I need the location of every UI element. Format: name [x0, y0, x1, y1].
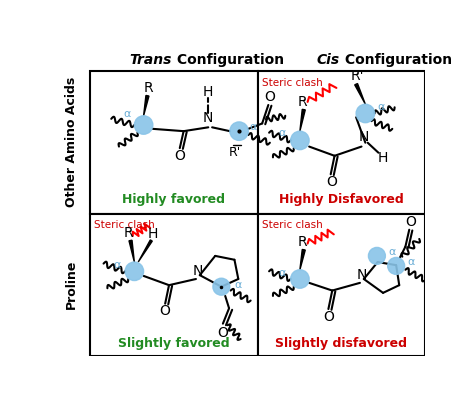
Polygon shape — [300, 109, 305, 131]
Text: Steric clash: Steric clash — [262, 78, 323, 88]
Text: H: H — [378, 151, 388, 165]
Text: Configuration: Configuration — [340, 52, 452, 66]
Circle shape — [388, 258, 405, 274]
Polygon shape — [138, 240, 152, 262]
Circle shape — [291, 131, 309, 150]
Circle shape — [356, 104, 374, 123]
Text: α: α — [377, 102, 384, 112]
Text: N: N — [357, 268, 367, 282]
Text: Proline: Proline — [65, 260, 78, 310]
Text: α: α — [279, 268, 286, 278]
Text: O: O — [405, 215, 416, 229]
Text: Slightly disfavored: Slightly disfavored — [275, 337, 408, 350]
Polygon shape — [300, 250, 305, 270]
Circle shape — [125, 262, 144, 280]
Circle shape — [291, 270, 309, 288]
Text: H: H — [147, 227, 158, 241]
Circle shape — [230, 122, 248, 140]
Text: N: N — [359, 130, 369, 144]
Text: R': R' — [351, 69, 365, 83]
Text: N: N — [193, 264, 203, 278]
Text: O: O — [218, 326, 228, 340]
Bar — [90, 214, 257, 356]
Text: O: O — [326, 175, 337, 189]
Text: R: R — [297, 235, 307, 249]
Text: α: α — [123, 109, 130, 119]
Text: Trans: Trans — [130, 52, 172, 66]
Text: R: R — [297, 95, 307, 109]
Text: Configuration: Configuration — [172, 52, 284, 66]
Text: α: α — [408, 257, 415, 267]
Text: Cis: Cis — [317, 52, 340, 66]
Circle shape — [213, 278, 230, 295]
Bar — [90, 71, 257, 214]
Text: R: R — [123, 226, 133, 240]
Circle shape — [134, 116, 153, 134]
Circle shape — [368, 248, 385, 264]
Bar — [257, 214, 425, 356]
Text: O: O — [264, 90, 275, 104]
Text: Highly Disfavored: Highly Disfavored — [279, 193, 404, 206]
Text: Other Amino Acids: Other Amino Acids — [65, 77, 78, 208]
Text: α: α — [249, 122, 256, 132]
Text: O: O — [174, 149, 185, 163]
Text: Highly favored: Highly favored — [122, 193, 225, 206]
Text: α: α — [389, 247, 396, 257]
Text: α: α — [235, 280, 242, 290]
Text: O: O — [323, 310, 334, 324]
Text: H: H — [203, 85, 213, 99]
Polygon shape — [144, 96, 149, 116]
Text: R̄': R̄' — [229, 146, 241, 159]
Text: N: N — [203, 111, 213, 125]
Text: Steric clash: Steric clash — [262, 220, 323, 230]
Polygon shape — [129, 240, 134, 262]
Text: Slightly favored: Slightly favored — [118, 337, 229, 350]
Polygon shape — [355, 84, 365, 104]
Text: R: R — [144, 81, 153, 95]
Text: α: α — [279, 128, 286, 138]
Bar — [257, 71, 425, 214]
Text: α: α — [113, 260, 120, 270]
Text: Steric clash: Steric clash — [94, 220, 155, 230]
Text: O: O — [160, 304, 171, 318]
